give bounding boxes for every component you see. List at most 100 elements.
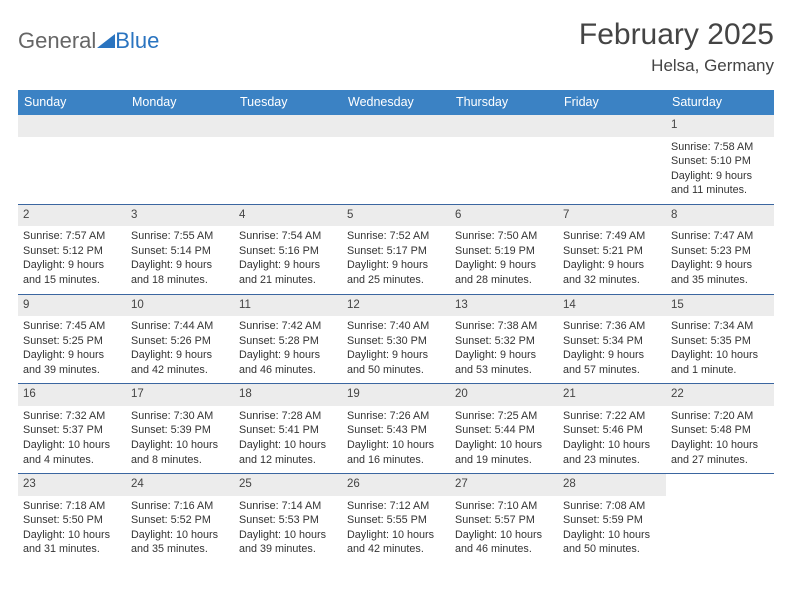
day-info: Sunrise: 7:54 AMSunset: 5:16 PMDaylight:… [234,229,342,287]
day-number: 4 [234,205,342,227]
info-daylight2: and 39 minutes. [239,542,337,557]
info-sunrise: Sunrise: 7:12 AM [347,499,445,514]
col-saturday: Saturday [666,90,774,115]
info-daylight1: Daylight: 10 hours [239,528,337,543]
calendar-cell: 9Sunrise: 7:45 AMSunset: 5:25 PMDaylight… [18,294,126,384]
calendar-cell: 12Sunrise: 7:40 AMSunset: 5:30 PMDayligh… [342,294,450,384]
info-sunrise: Sunrise: 7:50 AM [455,229,553,244]
day-number: 6 [450,205,558,227]
info-daylight1: Daylight: 10 hours [239,438,337,453]
info-daylight2: and 21 minutes. [239,273,337,288]
info-sunset: Sunset: 5:23 PM [671,244,769,259]
logo-triangle-icon [97,34,115,48]
day-info: Sunrise: 7:42 AMSunset: 5:28 PMDaylight:… [234,319,342,377]
info-daylight2: and 50 minutes. [563,542,661,557]
info-daylight1: Daylight: 9 hours [239,258,337,273]
info-sunset: Sunset: 5:37 PM [23,423,121,438]
day-number: 25 [234,474,342,496]
info-sunset: Sunset: 5:41 PM [239,423,337,438]
info-daylight2: and 57 minutes. [563,363,661,378]
day-number [666,474,774,496]
info-daylight2: and 1 minute. [671,363,769,378]
info-sunset: Sunset: 5:25 PM [23,334,121,349]
info-sunrise: Sunrise: 7:44 AM [131,319,229,334]
info-daylight2: and 42 minutes. [347,542,445,557]
day-info: Sunrise: 7:47 AMSunset: 5:23 PMDaylight:… [666,229,774,287]
info-sunset: Sunset: 5:26 PM [131,334,229,349]
calendar-cell: 14Sunrise: 7:36 AMSunset: 5:34 PMDayligh… [558,294,666,384]
calendar-cell-empty [558,115,666,204]
info-daylight1: Daylight: 10 hours [455,528,553,543]
info-daylight1: Daylight: 9 hours [239,348,337,363]
day-number: 28 [558,474,666,496]
calendar-cell-empty [342,115,450,204]
info-sunset: Sunset: 5:12 PM [23,244,121,259]
calendar-cell: 15Sunrise: 7:34 AMSunset: 5:35 PMDayligh… [666,294,774,384]
info-sunset: Sunset: 5:48 PM [671,423,769,438]
info-sunrise: Sunrise: 7:14 AM [239,499,337,514]
info-daylight2: and 39 minutes. [23,363,121,378]
day-number [558,115,666,137]
col-wednesday: Wednesday [342,90,450,115]
day-number [450,115,558,137]
info-sunset: Sunset: 5:10 PM [671,154,769,169]
day-number: 7 [558,205,666,227]
day-number: 26 [342,474,450,496]
day-number: 19 [342,384,450,406]
day-info: Sunrise: 7:32 AMSunset: 5:37 PMDaylight:… [18,409,126,467]
calendar-cell: 21Sunrise: 7:22 AMSunset: 5:46 PMDayligh… [558,383,666,473]
calendar-cell: 7Sunrise: 7:49 AMSunset: 5:21 PMDaylight… [558,204,666,294]
info-daylight2: and 25 minutes. [347,273,445,288]
info-sunset: Sunset: 5:19 PM [455,244,553,259]
info-sunrise: Sunrise: 7:45 AM [23,319,121,334]
calendar-cell: 3Sunrise: 7:55 AMSunset: 5:14 PMDaylight… [126,204,234,294]
info-sunset: Sunset: 5:39 PM [131,423,229,438]
page-header: General Blue February 2025 Helsa, German… [18,18,774,76]
info-daylight2: and 27 minutes. [671,453,769,468]
info-sunrise: Sunrise: 7:55 AM [131,229,229,244]
calendar-cell: 27Sunrise: 7:10 AMSunset: 5:57 PMDayligh… [450,473,558,563]
day-number [342,115,450,137]
day-info: Sunrise: 7:34 AMSunset: 5:35 PMDaylight:… [666,319,774,377]
info-sunrise: Sunrise: 7:20 AM [671,409,769,424]
day-number: 20 [450,384,558,406]
calendar-cell: 11Sunrise: 7:42 AMSunset: 5:28 PMDayligh… [234,294,342,384]
info-daylight1: Daylight: 9 hours [347,348,445,363]
calendar-row: 23Sunrise: 7:18 AMSunset: 5:50 PMDayligh… [18,473,774,563]
day-number: 22 [666,384,774,406]
info-sunrise: Sunrise: 7:52 AM [347,229,445,244]
info-sunrise: Sunrise: 7:30 AM [131,409,229,424]
info-daylight1: Daylight: 9 hours [671,258,769,273]
calendar-cell: 20Sunrise: 7:25 AMSunset: 5:44 PMDayligh… [450,383,558,473]
day-info: Sunrise: 7:20 AMSunset: 5:48 PMDaylight:… [666,409,774,467]
day-info: Sunrise: 7:57 AMSunset: 5:12 PMDaylight:… [18,229,126,287]
info-daylight2: and 35 minutes. [671,273,769,288]
day-info: Sunrise: 7:26 AMSunset: 5:43 PMDaylight:… [342,409,450,467]
info-daylight1: Daylight: 9 hours [347,258,445,273]
info-daylight1: Daylight: 10 hours [563,438,661,453]
info-sunrise: Sunrise: 7:54 AM [239,229,337,244]
info-sunset: Sunset: 5:50 PM [23,513,121,528]
day-info: Sunrise: 7:38 AMSunset: 5:32 PMDaylight:… [450,319,558,377]
day-number: 13 [450,295,558,317]
day-info: Sunrise: 7:50 AMSunset: 5:19 PMDaylight:… [450,229,558,287]
title-block: February 2025 Helsa, Germany [579,18,774,76]
info-sunrise: Sunrise: 7:36 AM [563,319,661,334]
info-daylight2: and 42 minutes. [131,363,229,378]
info-daylight2: and 46 minutes. [455,542,553,557]
info-daylight1: Daylight: 10 hours [131,438,229,453]
calendar-cell: 22 Sunrise: 7:20 AMSunset: 5:48 PMDayligh… [666,383,774,473]
info-sunset: Sunset: 5:43 PM [347,423,445,438]
calendar-row: 2Sunrise: 7:57 AMSunset: 5:12 PMDaylight… [18,204,774,294]
calendar-cell-empty [450,115,558,204]
day-number: 2 [18,205,126,227]
info-daylight2: and 35 minutes. [131,542,229,557]
calendar-cell: 19 Sunrise: 7:26 AMSunset: 5:43 PMDayligh… [342,383,450,473]
info-sunset: Sunset: 5:35 PM [671,334,769,349]
calendar-cell: 6Sunrise: 7:50 AMSunset: 5:19 PMDaylight… [450,204,558,294]
day-info: Sunrise: 7:52 AMSunset: 5:17 PMDaylight:… [342,229,450,287]
info-sunset: Sunset: 5:14 PM [131,244,229,259]
day-number [234,115,342,137]
info-sunrise: Sunrise: 7:57 AM [23,229,121,244]
info-sunrise: Sunrise: 7:28 AM [239,409,337,424]
